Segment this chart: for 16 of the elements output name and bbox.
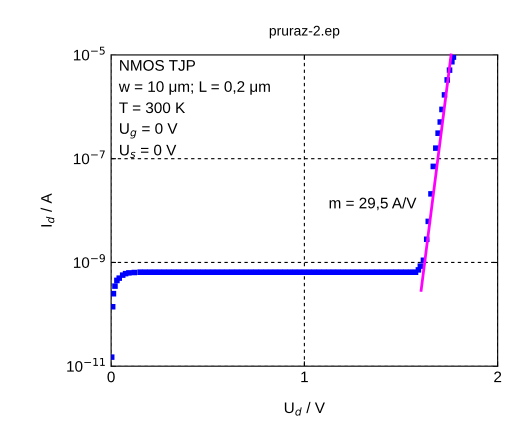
y-tick-label: 10$^{−11}$ [67,358,105,372]
x-tick-label: 2 [494,372,502,382]
y-tick-label: 10$^{−5}$ [74,46,105,61]
chart-title: pruraz-2.ep [270,26,340,38]
x-tick-label: 1 [301,372,308,382]
annotation: NMOS TJP [120,60,195,71]
annotation: w = 10 μm; L = 0,2 μm [118,81,270,95]
y-tick-label: 10$^{−9}$ [74,254,105,268]
annotation: m = 29,5 A/V [330,197,416,210]
y-axis-title: I$_{d}$ / A [40,193,54,226]
x-tick-label: 0 [107,372,115,382]
x-axis-title: U$_{d}$ / V [284,402,325,416]
y-tick-label: 10$^{−7}$ [74,150,105,164]
annotation: T = 300 K [119,102,186,114]
annotation: U$_{g}$ = 0 V [120,123,178,139]
annotation: U$_{s}$ = 0 V [120,144,176,158]
